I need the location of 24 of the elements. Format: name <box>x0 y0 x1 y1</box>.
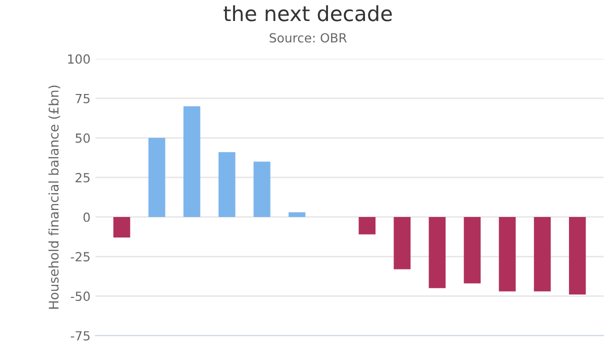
y-tick-label: 25 <box>76 172 90 182</box>
y-tick-label: 0 <box>83 212 90 222</box>
bar <box>358 216 376 234</box>
bar <box>464 216 481 284</box>
bar <box>254 162 270 217</box>
y-axis-title: Household financial balance (£bn) <box>48 86 60 309</box>
bar <box>288 212 306 217</box>
y-tick-label: 100 <box>68 54 90 64</box>
bar <box>498 216 516 292</box>
chart-title: the next decade <box>224 5 392 22</box>
y-tick-label: -75 <box>70 331 90 341</box>
bar <box>148 138 166 217</box>
bar <box>568 216 586 294</box>
bar <box>218 152 236 217</box>
bar <box>394 216 411 270</box>
y-tick-label: -25 <box>70 252 90 262</box>
chart-subtitle: Source: OBR <box>270 33 347 43</box>
bar <box>183 106 200 217</box>
y-tick-label: 50 <box>76 133 90 143</box>
bar <box>428 216 446 288</box>
y-tick-label: -50 <box>70 292 90 302</box>
bar <box>113 216 130 238</box>
y-tick-label: 75 <box>76 94 90 104</box>
bar <box>534 216 551 292</box>
